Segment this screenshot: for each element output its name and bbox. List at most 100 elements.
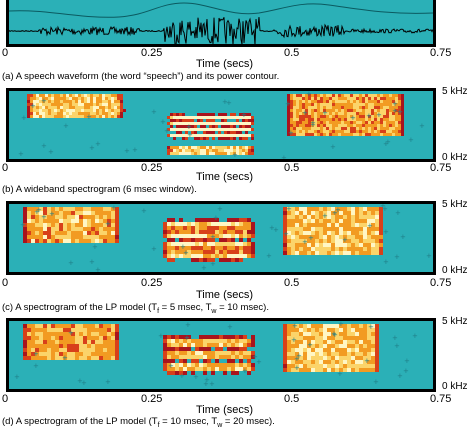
spectrogram-cell (59, 352, 63, 356)
spectrogram-cell (335, 336, 339, 340)
spectrogram-cell (307, 336, 311, 340)
spectrogram-cell (242, 122, 245, 125)
spectrogram-cell (362, 130, 365, 133)
spectrogram-cell (176, 131, 179, 134)
spectrogram-d: +++ ++++++++++++++++++++++++++ +++++++++++ (14, 321, 418, 388)
spectrogram-cell (311, 124, 314, 127)
spectrogram-cell (314, 97, 317, 100)
spectrogram-cell (287, 235, 291, 239)
spectrogram-cell (339, 239, 343, 243)
spectrogram-cell (207, 339, 211, 343)
spectrogram-cell (368, 121, 371, 124)
spectrogram-cell (380, 103, 383, 106)
spectrogram-cell (199, 230, 203, 234)
spectrogram-cell (287, 130, 290, 133)
spectrogram-cell (355, 215, 359, 219)
spectrogram-cell (194, 125, 197, 128)
spectrogram-cell (105, 97, 108, 100)
spectrogram-cell (299, 247, 303, 251)
spectrogram-cell (247, 355, 251, 359)
noise-marker: + (335, 206, 341, 214)
spectrogram-cell (51, 348, 55, 352)
spectrogram-cell (227, 146, 230, 149)
spectrogram-cell (206, 128, 209, 131)
spectrogram-cell (45, 94, 48, 97)
spectrogram-cell (295, 231, 299, 235)
spectrogram-cell (302, 106, 305, 109)
spectrogram-cell (242, 137, 245, 140)
spectrogram-cell (81, 115, 84, 118)
spectrogram-cell (191, 355, 195, 359)
spectrogram-cell (311, 215, 315, 219)
spectrogram-cell (335, 103, 338, 106)
spectrogram-cell (54, 103, 57, 106)
spectrogram-cell (75, 332, 79, 336)
noise-marker: + (394, 253, 400, 261)
spectrogram-cell (51, 100, 54, 103)
spectrogram-cell (203, 238, 207, 242)
spectrogram-cell (230, 128, 233, 131)
spectrogram-cell (363, 215, 367, 219)
spectrogram-cell (23, 332, 27, 336)
spectrogram-cell (343, 211, 347, 215)
spectrogram-cell (75, 106, 78, 109)
spectrogram-cell (111, 344, 115, 348)
spectrogram-cell (175, 355, 179, 359)
spectrogram-cell (183, 367, 187, 371)
spectrogram-cell (251, 152, 254, 155)
spectrogram-cell (103, 344, 107, 348)
spectrogram-cell (39, 109, 42, 112)
spectrogram-cell (171, 238, 175, 242)
spectrogram-cell (315, 219, 319, 223)
spectrogram-cell (386, 118, 389, 121)
spectrogram-cell (293, 109, 296, 112)
spectrogram-cell (353, 100, 356, 103)
spectrogram-cell (39, 239, 43, 243)
spectrogram-cell (351, 360, 355, 364)
spectrogram-cell (163, 351, 167, 355)
spectrogram-cell (380, 133, 383, 136)
spectrogram-cell (315, 247, 319, 251)
spectrogram-cell (60, 115, 63, 118)
spectrogram-cell (363, 352, 367, 356)
spectrogram-cell (179, 254, 183, 258)
spectrogram-cell (71, 219, 75, 223)
spectrogram-cell (343, 328, 347, 332)
spectrogram-cell (368, 97, 371, 100)
noise-marker: + (331, 330, 337, 338)
spectrogram-cell (335, 215, 339, 219)
spectrogram-cell (35, 211, 39, 215)
spectrogram-cell (341, 124, 344, 127)
spectrogram-cell (35, 332, 39, 336)
spectrogram-cell (223, 351, 227, 355)
spectrogram-cell (39, 112, 42, 115)
spectrogram-cell (199, 258, 203, 262)
spectrogram-cell (39, 94, 42, 97)
spectrogram-cell (353, 106, 356, 109)
spectrogram-cell (59, 344, 63, 348)
spectrogram-cell (167, 218, 171, 222)
spectrogram-cell (287, 219, 291, 223)
spectrogram-cell (83, 352, 87, 356)
spectrogram-cell (319, 219, 323, 223)
spectrogram-cell (99, 223, 103, 227)
spectrogram-cell (320, 115, 323, 118)
spectrogram-cell (194, 149, 197, 152)
spectrogram-cell (242, 128, 245, 131)
spectrogram-cell (51, 336, 55, 340)
spectrogram-cell (206, 137, 209, 140)
spectrogram-cell (326, 124, 329, 127)
spectrogram-cell (35, 239, 39, 243)
spectrogram-cell (199, 363, 203, 367)
spectrogram-cell (296, 121, 299, 124)
spectrogram-cell (170, 152, 173, 155)
spectrogram-cell (87, 344, 91, 348)
spectrogram-cell (295, 348, 299, 352)
spectrogram-cell (243, 250, 247, 254)
spectrogram-cell (207, 351, 211, 355)
spectrogram-cell (42, 103, 45, 106)
spectrogram-cell (63, 344, 67, 348)
spectrogram-cell (375, 368, 379, 372)
spectrogram-cell (35, 344, 39, 348)
spectrogram-cell (123, 109, 126, 112)
